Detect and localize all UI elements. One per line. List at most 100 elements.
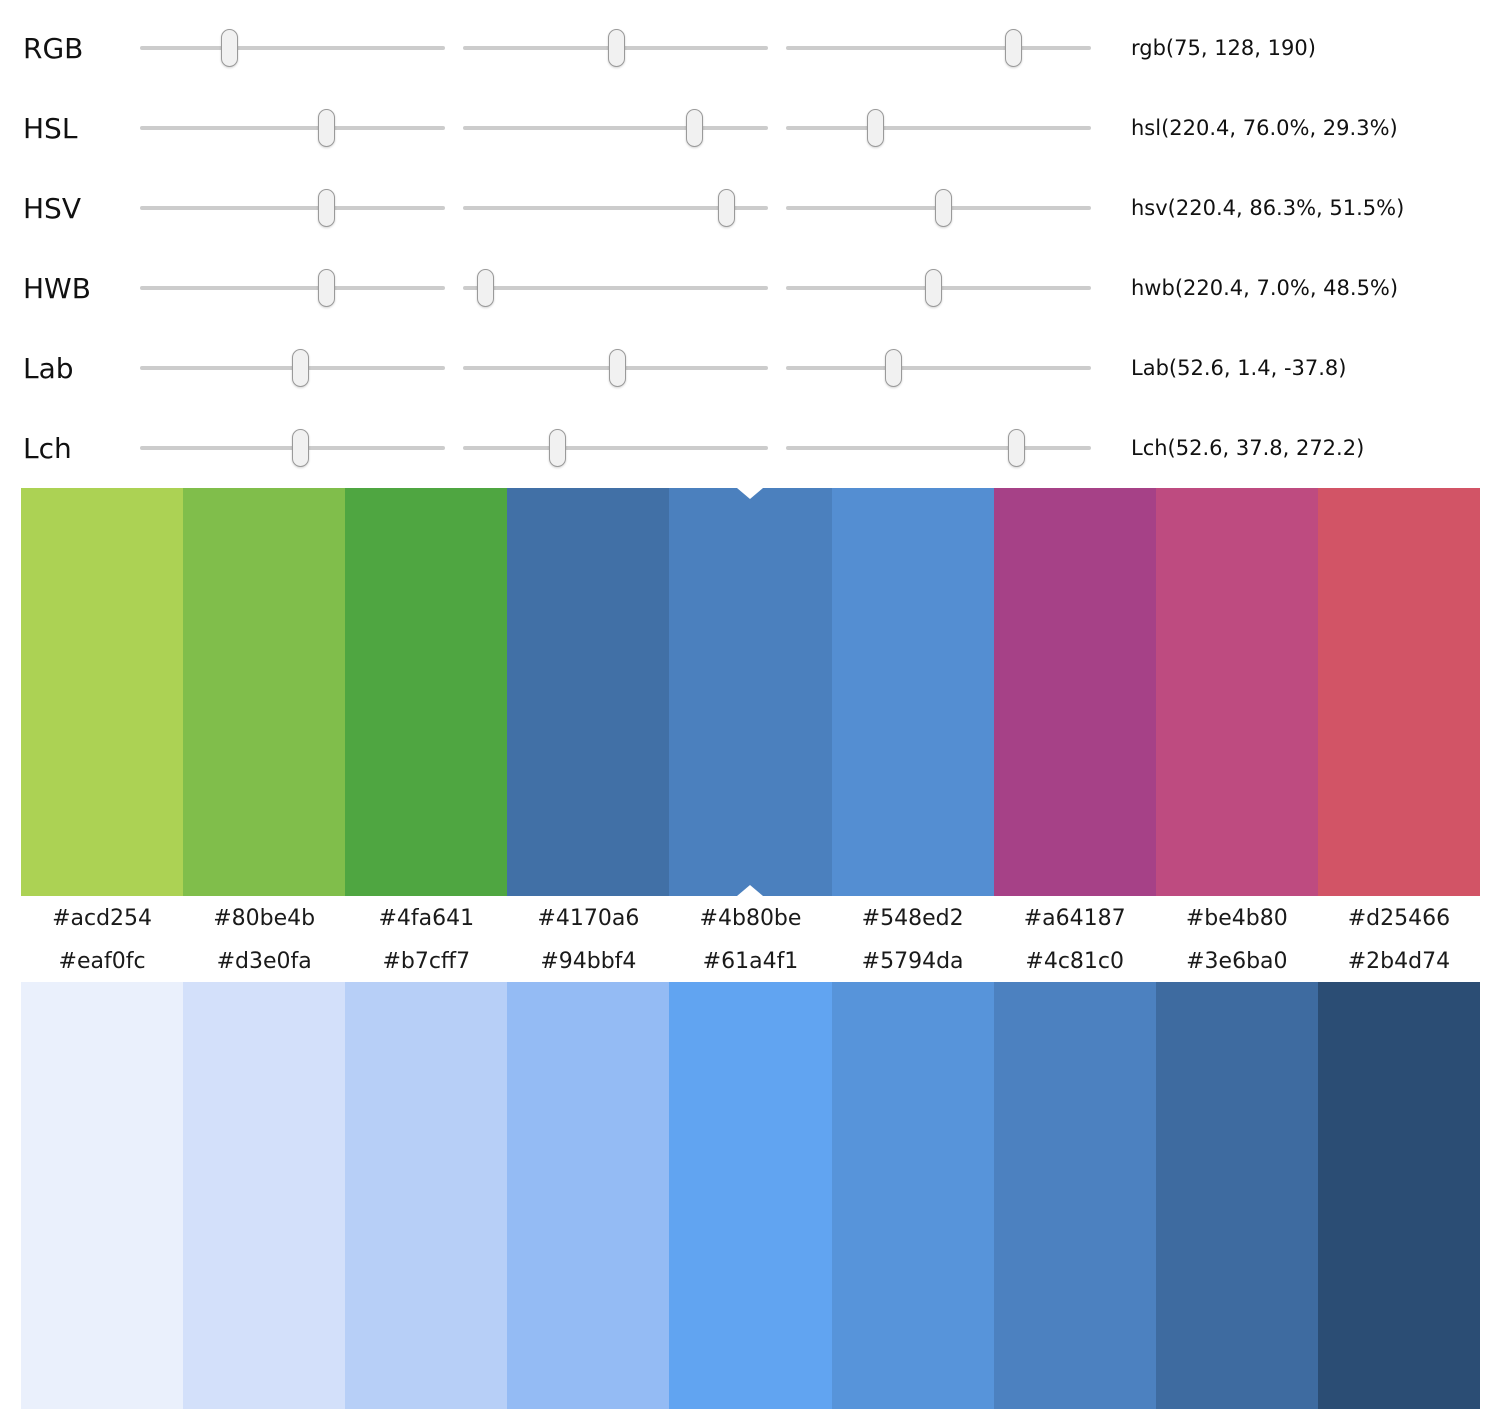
slider[interactable] <box>140 184 445 232</box>
color-swatch[interactable] <box>831 488 994 896</box>
slider[interactable] <box>463 104 768 152</box>
slider-thumb[interactable] <box>318 189 336 227</box>
slider-thumb[interactable] <box>866 109 884 147</box>
slider-thumb[interactable] <box>607 29 625 67</box>
hex-code-label: #4b80be <box>699 906 802 931</box>
hex-code-label: #be4b80 <box>1185 906 1288 931</box>
hex-code-label: #80be4b <box>213 906 316 931</box>
color-model-label: Lch <box>23 431 72 465</box>
selected-notch-bottom-icon <box>737 885 764 896</box>
slider-track[interactable] <box>786 366 1091 370</box>
slider[interactable] <box>140 344 445 392</box>
slider-track[interactable] <box>463 446 768 450</box>
slider[interactable] <box>463 184 768 232</box>
slider-thumb[interactable] <box>318 109 336 147</box>
hex-code-label: #4fa641 <box>378 906 475 931</box>
color-swatch[interactable] <box>507 488 670 896</box>
slider-track[interactable] <box>786 46 1091 50</box>
slider-thumb[interactable] <box>221 29 239 67</box>
color-swatch[interactable] <box>993 982 1156 1409</box>
slider-track[interactable] <box>786 446 1091 450</box>
color-swatch[interactable] <box>21 982 184 1409</box>
slider-track[interactable] <box>140 126 445 130</box>
color-value-text: Lch(52.6, 37.8, 272.2) <box>1131 436 1365 460</box>
hex-code-label: #5794da <box>861 949 964 974</box>
color-value-text: rgb(75, 128, 190) <box>1131 36 1316 60</box>
hex-code-label: #548ed2 <box>861 906 964 931</box>
slider-row: HSL hsl(220.4, 76.0%, 29.3%) <box>0 88 1501 168</box>
color-swatch[interactable] <box>1155 982 1318 1409</box>
slider-row: RGB rgb(75, 128, 190) <box>0 8 1501 88</box>
color-swatch[interactable] <box>1317 488 1480 896</box>
slider[interactable] <box>786 424 1091 472</box>
color-swatch[interactable] <box>507 982 670 1409</box>
slider-track[interactable] <box>140 46 445 50</box>
lightness-palette <box>21 982 1480 1409</box>
color-swatch[interactable] <box>669 488 832 896</box>
hex-code-label: #4c81c0 <box>1025 949 1125 974</box>
slider-thumb[interactable] <box>477 269 495 307</box>
slider[interactable] <box>786 344 1091 392</box>
color-swatch[interactable] <box>345 488 508 896</box>
color-model-label: HSL <box>23 111 78 145</box>
slider[interactable] <box>786 24 1091 72</box>
hex-code-label: #acd254 <box>52 906 153 931</box>
slider[interactable] <box>140 264 445 312</box>
slider-track[interactable] <box>463 126 768 130</box>
slider[interactable] <box>463 344 768 392</box>
slider[interactable] <box>140 424 445 472</box>
slider-thumb[interactable] <box>885 349 903 387</box>
hex-code-label: #61a4f1 <box>702 949 799 974</box>
hue-palette-labels: #acd254 #80be4b #4fa641 #4170a6 #4b80be #548e… <box>21 896 1480 941</box>
slider[interactable] <box>463 264 768 312</box>
hex-code-label: #b7cff7 <box>382 949 471 974</box>
slider[interactable] <box>786 104 1091 152</box>
slider-thumb[interactable] <box>717 189 735 227</box>
slider-track[interactable] <box>140 206 445 210</box>
slider-track[interactable] <box>463 206 768 210</box>
color-model-label: HWB <box>23 271 91 305</box>
color-swatch[interactable] <box>345 982 508 1409</box>
hex-code-label: #4170a6 <box>537 906 640 931</box>
color-swatch[interactable] <box>183 488 346 896</box>
color-swatch[interactable] <box>183 982 346 1409</box>
lightness-palette-labels: #eaf0fc #d3e0fa #b7cff7 #94bbf4 #61a4f1 #5794… <box>21 941 1480 982</box>
slider-thumb[interactable] <box>291 349 309 387</box>
slider-thumb[interactable] <box>686 109 704 147</box>
slider-track[interactable] <box>140 286 445 290</box>
color-swatch[interactable] <box>993 488 1156 896</box>
slider-thumb[interactable] <box>291 429 309 467</box>
slider[interactable] <box>463 24 768 72</box>
slider-thumb[interactable] <box>548 429 566 467</box>
slider[interactable] <box>463 424 768 472</box>
slider-row: HWB hwb(220.4, 7.0%, 48.5%) <box>0 248 1501 328</box>
color-value-text: hwb(220.4, 7.0%, 48.5%) <box>1131 276 1399 300</box>
slider[interactable] <box>140 104 445 152</box>
slider[interactable] <box>786 184 1091 232</box>
slider-thumb[interactable] <box>318 269 336 307</box>
hex-code-label: #a64187 <box>1023 906 1126 931</box>
color-swatch[interactable] <box>831 982 994 1409</box>
slider-thumb[interactable] <box>1008 429 1026 467</box>
selected-notch-top-icon <box>737 488 764 499</box>
slider-thumb[interactable] <box>609 349 627 387</box>
color-value-text: hsl(220.4, 76.0%, 29.3%) <box>1131 116 1398 140</box>
color-model-label: HSV <box>23 191 81 225</box>
color-swatch[interactable] <box>1317 982 1480 1409</box>
slider-row: Lch Lch(52.6, 37.8, 272.2) <box>0 408 1501 488</box>
color-swatch[interactable] <box>1155 488 1318 896</box>
hex-code-label: #d25466 <box>1347 906 1451 931</box>
color-swatch[interactable] <box>21 488 184 896</box>
slider-track[interactable] <box>786 126 1091 130</box>
slider-section: RGB rgb(75, 128, 190) HSL hsl(220.4, 76.0%,… <box>0 0 1501 488</box>
slider-thumb[interactable] <box>925 269 943 307</box>
hex-code-label: #2b4d74 <box>1347 949 1451 974</box>
hex-code-label: #eaf0fc <box>58 949 146 974</box>
slider-track[interactable] <box>463 286 768 290</box>
slider-thumb[interactable] <box>934 189 952 227</box>
color-value-text: Lab(52.6, 1.4, -37.8) <box>1131 356 1347 380</box>
slider[interactable] <box>786 264 1091 312</box>
color-swatch[interactable] <box>669 982 832 1409</box>
slider[interactable] <box>140 24 445 72</box>
slider-thumb[interactable] <box>1004 29 1022 67</box>
